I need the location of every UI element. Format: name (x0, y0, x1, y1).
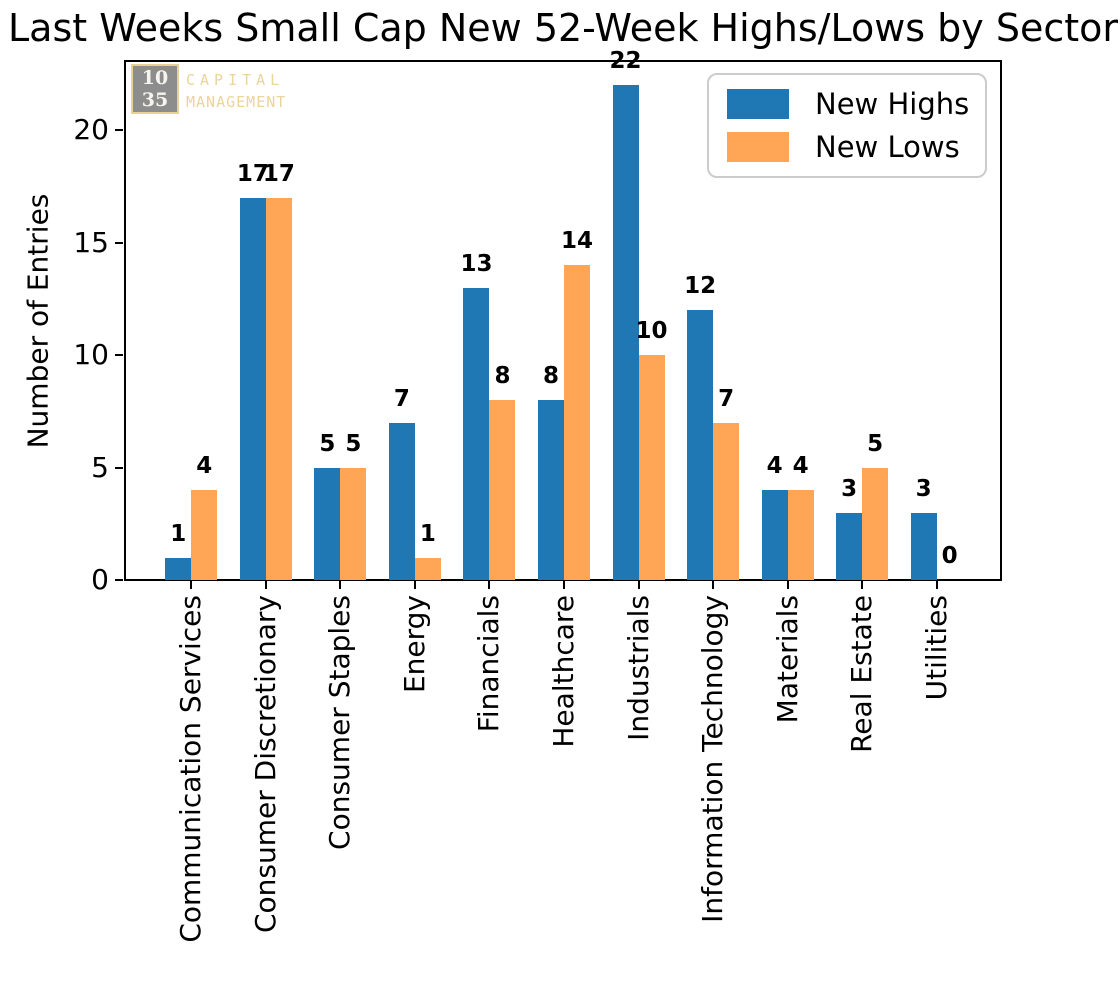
x-axis-tick-label: Financials (472, 595, 506, 733)
bar-value-label: 8 (542, 363, 560, 389)
bar-new-highs (761, 490, 788, 580)
bar-new-highs (165, 557, 192, 580)
legend: New Highs New Lows (707, 73, 987, 178)
y-axis-tick-mark (115, 579, 123, 581)
bar-value-label: 17 (236, 160, 269, 187)
bar-new-lows (265, 197, 292, 580)
bar-new-lows (340, 467, 367, 580)
y-axis-tick-label: 15 (73, 225, 109, 259)
bar-value-label: 1 (419, 520, 436, 547)
bar-value-label: 17 (262, 160, 295, 187)
y-axis-label: Number of Entries (21, 193, 55, 449)
x-axis-tick-mark (190, 581, 193, 589)
logo-wordmark: CAPITAL MANAGEMENT (186, 64, 286, 114)
bar-value-label: 12 (684, 273, 717, 299)
logo-word-management: MANAGEMENT (186, 93, 287, 111)
y-axis-tick-label: 20 (73, 113, 109, 146)
x-axis-tick-label: Communication Services (174, 595, 208, 943)
bar-new-lows (787, 490, 814, 580)
legend-label: New Highs (815, 87, 970, 122)
bar-value-label: 5 (867, 430, 884, 457)
bar-value-label: 4 (196, 453, 213, 479)
x-axis-tick-label: Utilities (919, 595, 953, 701)
logo-number-top: 10 (141, 67, 169, 89)
bar-value-label: 7 (393, 385, 410, 412)
legend-row: New Lows (727, 130, 967, 164)
x-axis-tick-mark (637, 581, 640, 589)
bar-value-label: 7 (718, 385, 735, 412)
y-axis-tick-mark (115, 129, 123, 131)
x-axis-tick-label: Information Technology (696, 595, 730, 923)
y-axis-tick-mark (115, 241, 123, 244)
x-axis-tick-mark (264, 581, 267, 589)
bar-new-lows (191, 490, 218, 580)
chart-title: Last Weeks Small Cap New 52-Week Highs/L… (8, 6, 1119, 50)
bar-new-highs (314, 467, 341, 580)
bar-new-highs (687, 310, 714, 580)
bar-new-highs (612, 85, 639, 580)
logo-word-capital: CAPITAL (186, 71, 285, 89)
bar-new-highs (538, 400, 564, 580)
logo-number-box: 10 35 (131, 64, 179, 114)
x-axis-tick-mark (339, 581, 342, 589)
x-axis-tick-label: Energy (397, 595, 431, 694)
legend-swatch-icon (727, 89, 789, 120)
legend-label: New Lows (815, 129, 960, 164)
x-axis-tick-label: Materials (770, 595, 804, 724)
bar-new-lows (862, 467, 889, 580)
y-axis-tick-label: 5 (91, 450, 109, 484)
bar-new-lows (414, 557, 441, 580)
bar-value-label: 4 (766, 453, 783, 479)
y-axis-tick-label: 0 (91, 563, 109, 596)
legend-row: New Highs (727, 87, 970, 122)
bar-value-label: 0 (941, 543, 958, 569)
x-axis-tick-mark (563, 581, 565, 589)
bar-new-highs (388, 422, 415, 580)
bar-value-label: 10 (635, 318, 668, 344)
x-axis-tick-mark (488, 581, 491, 589)
y-axis-tick-label: 10 (73, 338, 109, 371)
bar-new-lows (638, 355, 665, 580)
ten-thirty-five-capital-logo: 10 35 CAPITAL MANAGEMENT (131, 64, 286, 114)
x-axis-tick-mark (861, 581, 864, 589)
x-axis-tick-label: Consumer Discretionary (248, 595, 282, 933)
x-axis-tick-mark (413, 581, 416, 589)
x-axis-tick-mark (935, 581, 938, 589)
bar-value-label: 13 (460, 250, 493, 277)
y-axis-tick-mark (115, 354, 123, 356)
bar-new-lows (489, 400, 516, 580)
plot-area-border (124, 60, 1002, 581)
bar-value-label: 5 (345, 430, 362, 457)
bar-value-label: 8 (494, 363, 511, 389)
bar-value-label: 1 (170, 520, 187, 547)
bar-value-label: 22 (609, 48, 642, 74)
bar-value-label: 5 (319, 430, 336, 457)
y-axis-tick-mark (115, 466, 123, 469)
bar-new-highs (463, 287, 490, 580)
x-axis-tick-mark (712, 581, 715, 589)
x-axis-tick-label: Real Estate (845, 595, 879, 753)
bar-new-highs (239, 197, 266, 580)
bar-value-label: 4 (792, 453, 809, 479)
bar-new-highs (836, 512, 863, 580)
bar-new-lows (564, 265, 590, 580)
x-axis-tick-label: Industrials (621, 595, 655, 741)
bar-new-lows (713, 422, 740, 580)
logo-number-bottom: 35 (141, 89, 169, 111)
legend-swatch-icon (727, 131, 789, 162)
bar-value-label: 3 (915, 475, 932, 502)
bar-value-label: 14 (560, 228, 594, 254)
x-axis-tick-label: Healthcare (547, 595, 580, 748)
x-axis-tick-mark (786, 581, 789, 589)
x-axis-tick-label: Consumer Staples (323, 595, 357, 850)
bar-value-label: 3 (841, 475, 858, 502)
bar-new-highs (910, 512, 937, 580)
